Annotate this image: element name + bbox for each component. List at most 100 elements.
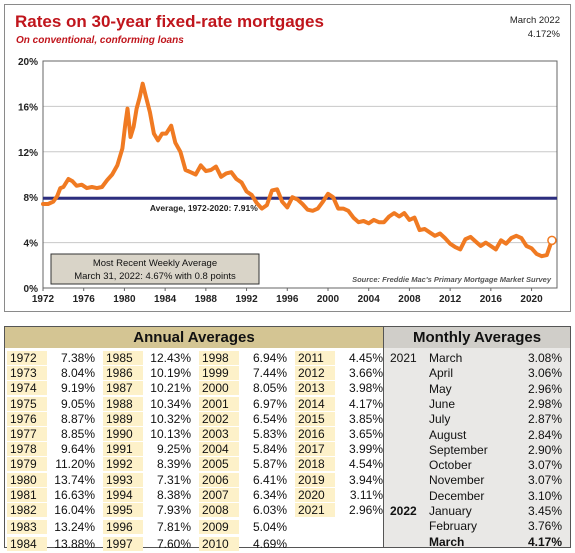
monthly-month-label: September xyxy=(429,442,488,457)
monthly-month-label: December xyxy=(429,488,485,503)
average-line-label: Average, 1972-2020: 7.91% xyxy=(150,203,258,213)
annual-year-cell: 2019 xyxy=(295,472,335,487)
annual-year-cell: 2003 xyxy=(199,427,239,441)
monthly-month-label: March xyxy=(429,534,465,549)
plot-frame xyxy=(42,60,558,289)
x-tick-label: 1984 xyxy=(154,294,177,305)
annual-rate-cell: 7.93% xyxy=(156,503,191,517)
annual-rate-cell: 13.74% xyxy=(54,472,95,487)
annual-year-cell: 2005 xyxy=(199,457,239,472)
annual-year-cell: 2000 xyxy=(199,381,239,396)
monthly-month-label: August xyxy=(429,427,467,442)
annual-year-cell: 1993 xyxy=(103,472,143,487)
recent-average-box xyxy=(50,253,260,285)
annual-rate-cell: 7.38% xyxy=(60,351,95,365)
monthly-month-label: February xyxy=(429,519,478,534)
latest-point-marker xyxy=(547,235,557,246)
x-tick-label: 1980 xyxy=(113,294,136,305)
annual-year-cell: 2018 xyxy=(295,457,335,472)
annual-rate-cell: 12.43% xyxy=(150,351,191,365)
annual-year-cell: 1980 xyxy=(7,472,47,487)
annual-rate-cell: 8.38% xyxy=(156,487,191,502)
annual-rate-cell: 3.99% xyxy=(348,442,383,457)
averages-tables: Annual Averages Monthly Averages 1972 7.3… xyxy=(4,326,571,552)
monthly-averages-header: Monthly Averages xyxy=(384,327,570,348)
annual-rate-cell: 5.83% xyxy=(252,427,287,441)
annual-rate-cell: 3.11% xyxy=(349,487,383,502)
latest-rate-value: 4.172% xyxy=(527,29,560,40)
annual-year-cell: 2007 xyxy=(199,487,239,502)
annual-year-cell: 1995 xyxy=(103,503,143,517)
annual-year-cell: 1996 xyxy=(103,520,143,535)
annual-year-cell: 1991 xyxy=(103,442,143,457)
annual-rate-cell: 8.04% xyxy=(60,366,95,381)
x-tick-label: 1976 xyxy=(73,294,96,305)
annual-rate-cell: 3.66% xyxy=(348,366,383,381)
chart-card: 0% 4% 8% 12% 16% 20% 1972 1976 1980 1984 1988 1992 1… xyxy=(4,4,571,312)
annual-rate-cell: 8.87% xyxy=(60,411,95,426)
annual-rate-cell: 4.69% xyxy=(252,537,287,552)
annual-year-cell: 2015 xyxy=(295,411,335,426)
monthly-rate-value: 2.90% xyxy=(527,442,562,457)
annual-year-cell: 1975 xyxy=(7,396,47,411)
annual-rate-cell: 10.13% xyxy=(150,427,191,441)
annual-rate-cell: 7.81% xyxy=(156,520,191,535)
annual-rate-cell: 16.63% xyxy=(54,487,95,502)
annual-year-cell: 1999 xyxy=(199,366,239,381)
annual-rate-cell: 13.88% xyxy=(54,537,95,552)
monthly-rate-value: 3.76% xyxy=(527,519,562,534)
x-tick-label: 2008 xyxy=(398,294,421,305)
rate-series-line xyxy=(41,81,554,259)
monthly-averages-grid: 2021 March 3.08% April 3.06% May 2.96% June 2.98… xyxy=(384,348,570,549)
annual-year-cell: 2002 xyxy=(199,411,239,426)
monthly-rate-value: 2.84% xyxy=(527,427,562,442)
monthly-month-label: January xyxy=(429,504,472,518)
annual-year-cell: 2010 xyxy=(199,537,239,552)
annual-year-cell: 2016 xyxy=(295,427,335,441)
x-tick-label: 1996 xyxy=(276,294,299,305)
x-tick-label: 2020 xyxy=(520,294,543,305)
annual-rate-cell: 6.97% xyxy=(252,396,287,411)
annual-rate-cell: 6.41% xyxy=(252,472,287,487)
annual-rate-cell: 9.64% xyxy=(60,442,95,457)
annual-rate-cell: 8.39% xyxy=(156,457,191,472)
monthly-rate-value: 3.07% xyxy=(527,473,562,488)
monthly-month-label: April xyxy=(429,366,454,381)
annual-rate-cell: 6.54% xyxy=(252,411,287,426)
annual-rate-cell: 5.84% xyxy=(252,442,287,457)
annual-rate-cell: 8.05% xyxy=(252,381,287,396)
monthly-year-label: 2022 xyxy=(390,504,417,518)
annual-year-cell: 1977 xyxy=(7,427,47,441)
annual-rate-cell: 4.45% xyxy=(348,351,383,365)
annual-year-cell: 2011 xyxy=(295,351,335,365)
x-tick-label: 1972 xyxy=(32,294,55,305)
annual-rate-cell: 4.54% xyxy=(348,457,383,472)
annual-rate-cell: 16.04% xyxy=(54,503,95,517)
monthly-rate-value: 3.45% xyxy=(527,504,562,518)
annual-year-cell: 2009 xyxy=(199,520,239,535)
annual-year-cell: 1981 xyxy=(7,487,47,502)
annual-year-cell: 1992 xyxy=(103,457,143,472)
annual-year-cell: 1982 xyxy=(7,503,47,517)
annual-rate-cell: 7.31% xyxy=(156,472,191,487)
annual-year-cell: 2012 xyxy=(295,366,335,381)
monthly-month-label: March xyxy=(429,351,463,365)
annual-rate-cell: 11.20% xyxy=(55,457,95,472)
annual-rate-cell: 6.34% xyxy=(252,487,287,502)
x-tick-label: 2016 xyxy=(480,294,503,305)
annual-year-cell: 2001 xyxy=(199,396,239,411)
recent-average-title: Most Recent Weekly Average xyxy=(93,258,217,269)
annual-year-cell: 1972 xyxy=(7,351,47,365)
annual-rate-cell: 5.04% xyxy=(252,520,287,535)
monthly-rate-value: 3.06% xyxy=(527,366,562,381)
monthly-month-label: June xyxy=(429,396,456,411)
annual-rate-cell: 3.98% xyxy=(348,381,383,396)
annual-year-cell: 1979 xyxy=(7,457,47,472)
annual-year-cell: 1978 xyxy=(7,442,47,457)
x-tick-label: 2012 xyxy=(439,294,462,305)
mortgage-rate-chart: 0% 4% 8% 12% 16% 20% 1972 1976 1980 1984 1988 1992 1… xyxy=(18,57,558,305)
y-tick-label: 12% xyxy=(18,148,38,159)
annual-year-cell: 2006 xyxy=(199,472,239,487)
monthly-rate-value: 3.10% xyxy=(527,488,562,503)
annual-year-cell: 2020 xyxy=(295,487,335,502)
